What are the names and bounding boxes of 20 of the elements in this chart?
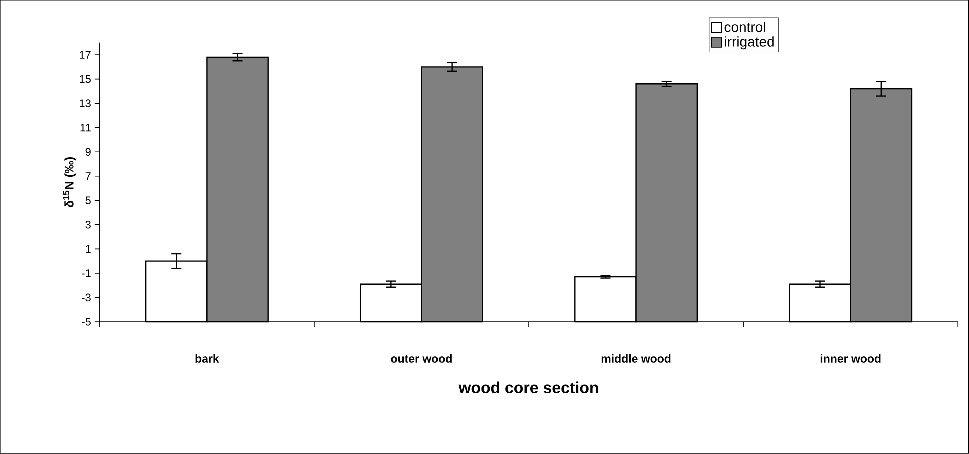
legend-label: irrigated [725,36,774,50]
x-tick-label: inner wood [820,354,881,363]
y-axis-title: δ$^{15}$N (‰) [63,158,76,208]
x-tick-label: outer wood [391,354,452,363]
x-tick-label: bark [196,354,220,363]
y-tick-label: 7 [86,172,91,180]
y-tick-label: 9 [86,148,91,156]
y-tick-label: 3 [86,221,91,229]
x-axis-title: wood core section [458,382,598,394]
y-tick-label: -1 [82,270,91,278]
y-tick-label: 1 [86,245,91,253]
legend-label: control [724,22,766,32]
x-tick-label: middle wood [602,354,671,363]
y-tick-label: -5 [82,318,91,326]
y-tick-label: 5 [86,196,91,205]
y-tick-label: 17 [80,51,91,59]
y-tick-label: -3 [82,294,91,302]
y-tick-label: 11 [80,124,91,132]
y-tick-label: 15 [80,76,91,84]
y-tick-label: 13 [80,100,91,108]
